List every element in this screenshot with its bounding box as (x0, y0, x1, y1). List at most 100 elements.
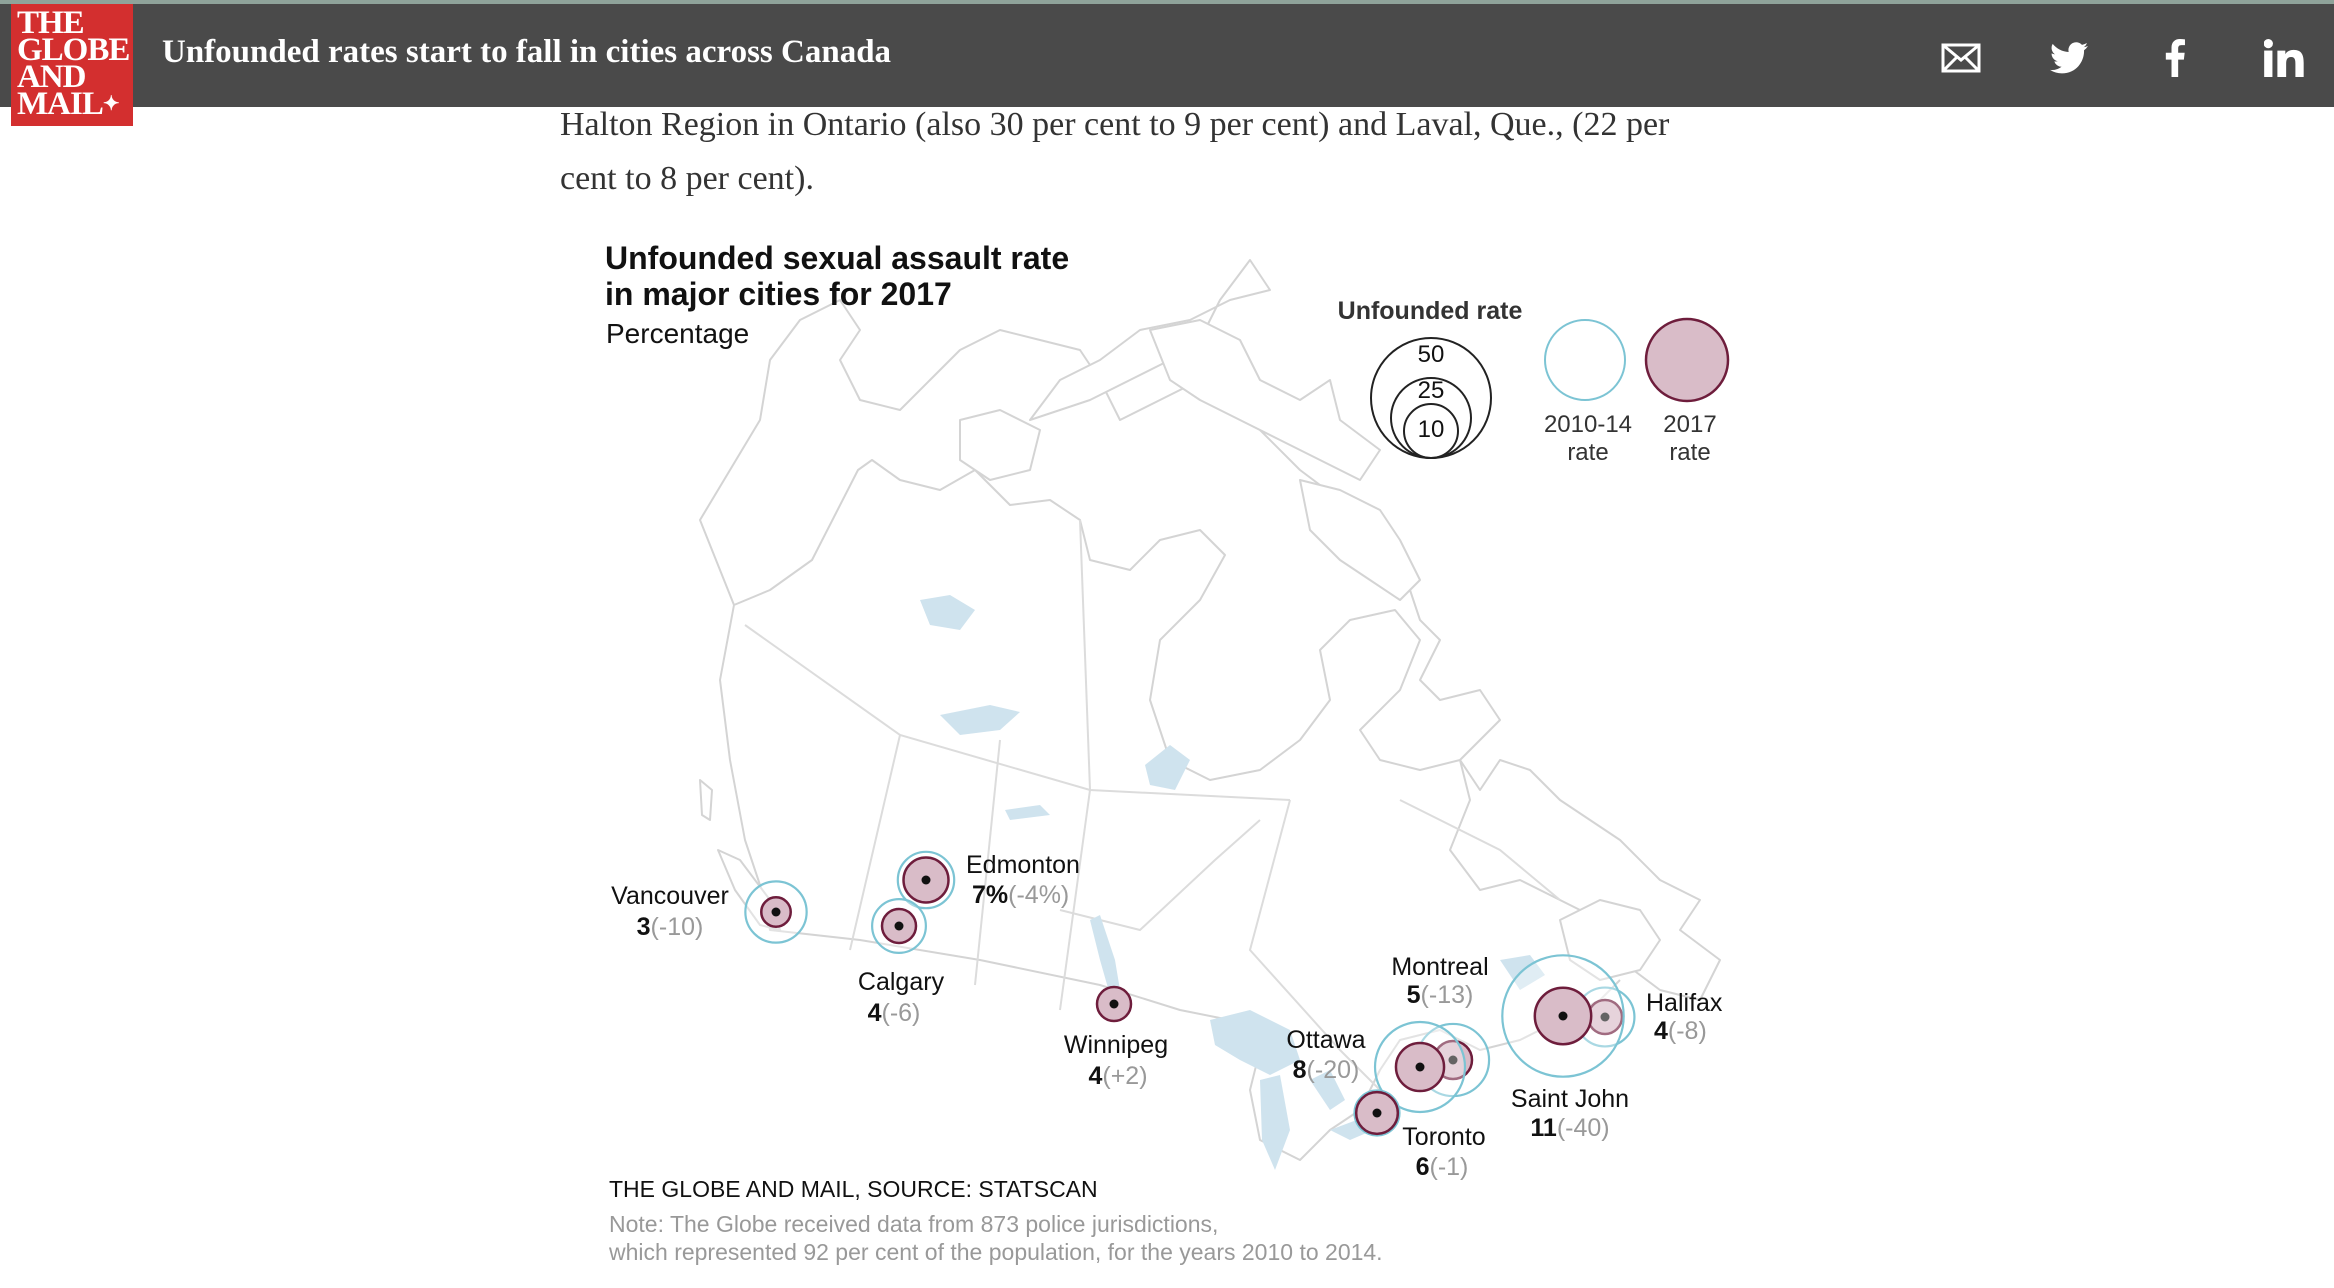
legend-old-label: rate (1567, 439, 1608, 466)
city-name: Calgary (858, 968, 945, 996)
city-dot (921, 875, 931, 885)
great-lakes (1310, 1070, 1345, 1110)
city-value: 7%(-4%) (972, 881, 1069, 909)
logo-line: MAIL (17, 86, 104, 122)
legend-size-label: 50 (1418, 341, 1445, 368)
facebook-share-button[interactable] (2160, 36, 2190, 80)
map-note: Note: The Globe received data from 873 p… (609, 1210, 1383, 1266)
marker-ottawa (1373, 1020, 1467, 1114)
city-dot (1600, 1012, 1610, 1022)
province-border (1248, 799, 1391, 1101)
haida-gwaii (699, 779, 713, 821)
mail-share-button[interactable] (1935, 36, 1987, 80)
marker-calgary (871, 898, 927, 954)
globe-and-mail-logo[interactable]: THE GLOBE AND MAIL✦ (11, 4, 133, 126)
city-markers (744, 850, 1636, 1137)
city-dot (1558, 1011, 1568, 1021)
city-value: 8(-20) (1293, 1056, 1360, 1084)
city-change: (-6) (882, 999, 921, 1027)
legend-new-label: 2017 (1663, 411, 1716, 438)
city-name: Winnipeg (1064, 1031, 1168, 1059)
twitter-icon (2050, 42, 2088, 74)
twitter-share-button[interactable] (2044, 36, 2094, 80)
lake-winnipeg (1090, 915, 1120, 995)
article-line: Halton Region in Ontario (also 30 per ce… (560, 106, 1670, 143)
city-change: (-10) (651, 913, 704, 941)
note-line: which represented 92 per cent of the pop… (609, 1239, 1383, 1265)
legend-size-label: 25 (1418, 377, 1445, 404)
city-name: Edmonton (966, 851, 1080, 879)
city-dot (771, 907, 781, 917)
city-rate: 7% (972, 881, 1008, 909)
province-border (1059, 789, 1091, 1011)
city-change: (-8) (1668, 1017, 1707, 1045)
legend-new-label: rate (1669, 439, 1710, 466)
arctic-islands (1299, 479, 1421, 601)
city-value: 5(-13) (1407, 981, 1474, 1009)
marker-winnipeg (1095, 985, 1133, 1023)
map-title-line: in major cities for 2017 (605, 276, 952, 312)
province-border (849, 734, 901, 951)
legend-old-label: 2010-14 (1544, 411, 1632, 438)
city-change: (-20) (1307, 1056, 1360, 1084)
city-rate: 4 (1088, 1062, 1102, 1090)
color-legend: 2010-14 rate 2017 rate (1544, 317, 1730, 466)
city-dot (1415, 1062, 1425, 1072)
province-border (974, 739, 1001, 986)
top-accent-line (0, 0, 2334, 4)
city-name: Vancouver (611, 882, 729, 910)
source-credit: THE GLOBE AND MAIL, SOURCE: STATSCAN (609, 1176, 1098, 1202)
city-dot (894, 921, 904, 931)
city-change: (-1) (1430, 1153, 1469, 1181)
city-value: 6(-1) (1416, 1153, 1469, 1181)
city-rate: 4 (1654, 1017, 1668, 1045)
marker-halifax (1574, 986, 1636, 1048)
lake-athabasca (1005, 805, 1050, 820)
city-dot (1372, 1108, 1382, 1118)
city-rate: 5 (1407, 981, 1421, 1009)
linkedin-share-button[interactable] (2260, 36, 2308, 80)
arctic-islands (1149, 319, 1381, 481)
city-change: (-40) (1557, 1114, 1610, 1142)
great-bear-lake (920, 595, 975, 630)
marker-saint-john (1501, 954, 1625, 1078)
logo-line: AND (17, 59, 87, 95)
city-change: (-4%) (1008, 881, 1069, 909)
map-title-line: Unfounded sexual assault rate (605, 240, 1070, 276)
arctic-islands (959, 409, 1041, 481)
province-border (1079, 519, 1091, 791)
marker-edmonton (896, 850, 956, 910)
map-water (920, 595, 1545, 1170)
city-value: 4(-6) (868, 999, 921, 1027)
legend-size-circle (1403, 403, 1459, 459)
hudson-bay (1145, 745, 1190, 790)
city-rate: 6 (1416, 1153, 1430, 1181)
city-name: Ottawa (1286, 1026, 1365, 1054)
size-legend: 50 25 10 Unfounded rate (1338, 297, 1523, 459)
city-name: Montreal (1391, 953, 1488, 981)
city-value: 4(+2) (1088, 1062, 1147, 1090)
great-slave-lake (940, 705, 1020, 735)
linkedin-icon (2264, 39, 2304, 77)
mail-icon (1941, 43, 1981, 73)
city-label-montreal: Montreal 5(-13) (1391, 953, 1488, 1009)
city-label-calgary: Calgary 4(-6) (858, 968, 945, 1027)
city-name: Halifax (1646, 989, 1723, 1017)
city-dot (1109, 999, 1119, 1009)
legend-heading: Unfounded rate (1338, 297, 1523, 325)
city-label-halifax: Halifax 4(-8) (1646, 989, 1723, 1045)
city-name: Toronto (1402, 1123, 1485, 1151)
logo-line: GLOBE (17, 32, 130, 68)
city-change: (-13) (1421, 981, 1474, 1009)
city-label-vancouver: Vancouver 3(-10) (611, 882, 729, 941)
article-line: cent to 8 per cent). (560, 160, 814, 197)
province-borders (744, 519, 1561, 1101)
maple-leaf-icon: ✦ (102, 93, 120, 115)
province-border (744, 624, 1291, 801)
logo-line-last: MAIL✦ (17, 88, 133, 122)
legend-old-rate-swatch (1544, 319, 1626, 401)
map-title: Unfounded sexual assault rate in major c… (605, 240, 1069, 312)
city-value: 11(-40) (1530, 1114, 1609, 1142)
city-dot (1448, 1055, 1458, 1065)
